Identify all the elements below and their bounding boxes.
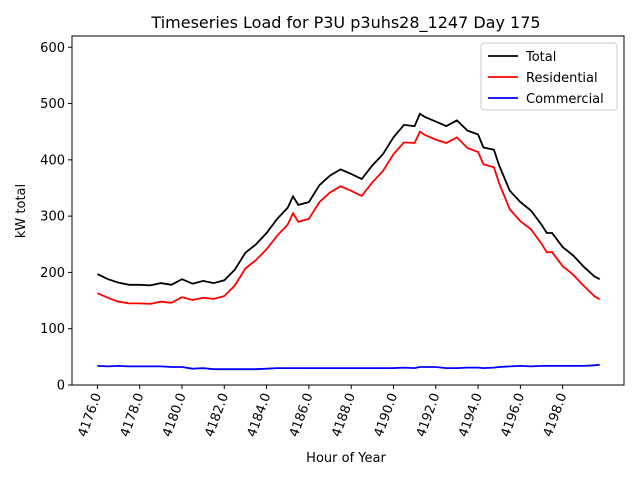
x-tick-label: 4188.0 — [329, 391, 359, 439]
legend-label-commercial: Commercial — [526, 92, 604, 107]
series-line-total — [97, 112, 601, 287]
x-tick-label: 4176.0 — [75, 391, 105, 439]
x-tick-label: 4186.0 — [287, 391, 317, 439]
y-tick-label: 500 — [40, 97, 65, 112]
y-tick-label: 400 — [40, 153, 65, 168]
y-tick-label: 300 — [40, 210, 65, 225]
legend: Total Residential Commercial — [480, 42, 618, 111]
x-axis-label: Hour of Year — [306, 451, 386, 466]
chart-title: Timeseries Load for P3U p3uhs28_1247 Day… — [150, 13, 540, 33]
y-tick-label: 200 — [40, 266, 65, 281]
y-tick-label: 0 — [57, 379, 65, 394]
y-tick-label: 600 — [40, 41, 65, 56]
legend-label-total: Total — [525, 50, 556, 65]
x-tick-label: 4190.0 — [372, 391, 402, 439]
x-tick-label: 4178.0 — [118, 391, 148, 439]
plot-frame — [71, 35, 625, 386]
x-tick-label: 4194.0 — [456, 391, 486, 439]
x-tick-label: 4180.0 — [160, 391, 190, 439]
x-tick-label: 4184.0 — [245, 391, 275, 439]
x-tick-label: 4198.0 — [541, 391, 571, 439]
x-tick-label: 4182.0 — [202, 391, 232, 439]
y-tick-label: 100 — [40, 322, 65, 337]
series-line-commercial — [97, 363, 600, 371]
x-tick-label: 4196.0 — [498, 391, 528, 439]
legend-label-residential: Residential — [526, 71, 598, 86]
x-tick-label: 4192.0 — [414, 391, 444, 439]
legend-frame — [480, 42, 618, 111]
y-axis-label: kW total — [14, 184, 29, 238]
series-line-residential — [97, 130, 601, 305]
